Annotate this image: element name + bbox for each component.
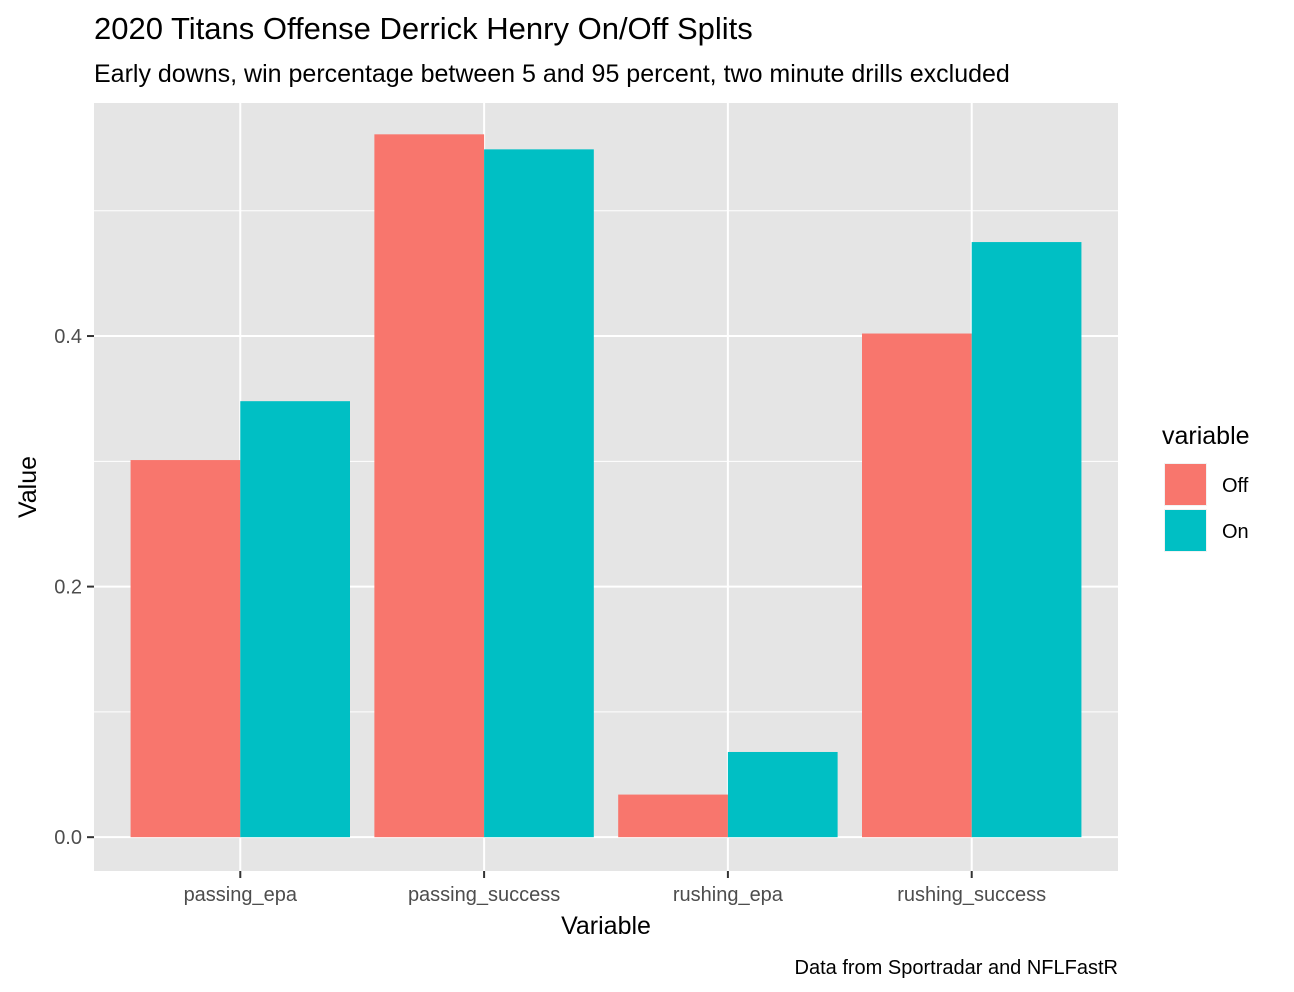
x-tick-label: rushing_epa xyxy=(673,884,784,906)
x-tick-label: passing_success xyxy=(408,884,560,906)
bar-off-passing-epa xyxy=(130,460,241,838)
legend: variable Off On xyxy=(1162,422,1250,552)
chart-caption: Data from Sportradar and NFLFastR xyxy=(795,957,1118,979)
legend-label-on: On xyxy=(1222,521,1249,543)
legend-swatch-on xyxy=(1165,510,1206,551)
bar-on-passing-success xyxy=(484,149,594,838)
chart-title: 2020 Titans Offense Derrick Henry On/Off… xyxy=(94,11,753,46)
bar-on-rushing-success xyxy=(971,242,1082,838)
x-axis-label: Variable xyxy=(561,912,651,940)
bar-on-passing-epa xyxy=(240,401,350,838)
legend-title: variable xyxy=(1162,422,1250,450)
y-tick-label: 0.4 xyxy=(54,326,82,348)
legend-swatch-off xyxy=(1165,464,1206,505)
x-tick-label: passing_epa xyxy=(184,884,298,906)
x-tick-label: rushing_success xyxy=(897,884,1046,906)
y-tick-label: 0.2 xyxy=(54,577,82,599)
axes: 0.0 0.2 0.4 passing_epa passing_success rushi… xyxy=(54,326,1046,906)
bar-on-rushing-epa xyxy=(727,751,838,838)
y-axis-label: Value xyxy=(14,456,42,518)
legend-label-off: Off xyxy=(1222,475,1249,497)
bar-off-rushing-epa xyxy=(618,794,728,838)
bars xyxy=(130,134,1082,838)
y-tick-label: 0.0 xyxy=(54,827,82,849)
chart-subtitle: Early downs, win percentage between 5 an… xyxy=(94,60,1010,88)
bar-off-rushing-success xyxy=(862,333,972,838)
bar-off-passing-success xyxy=(374,134,485,838)
